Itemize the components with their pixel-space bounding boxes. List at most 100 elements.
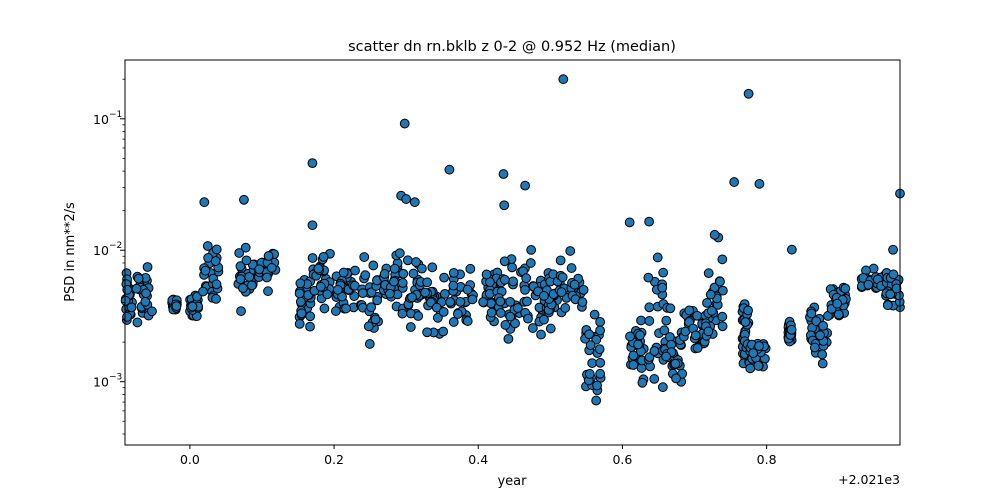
data-point bbox=[319, 303, 330, 314]
x-axis: 0.0 0.2 0.4 0.6 0.8 bbox=[180, 445, 777, 467]
data-point bbox=[670, 358, 681, 369]
data-point bbox=[397, 308, 408, 319]
x-tick-label: 0.4 bbox=[468, 452, 488, 467]
x-tick-label: 0.0 bbox=[180, 452, 200, 467]
data-point bbox=[885, 289, 896, 300]
data-point-outlier bbox=[401, 194, 412, 204]
x-axis-offset-label: +2.021e3 bbox=[838, 472, 900, 487]
data-point bbox=[417, 263, 427, 274]
data-point bbox=[754, 341, 764, 351]
data-point bbox=[505, 311, 516, 322]
data-point bbox=[448, 317, 459, 327]
data-point bbox=[147, 306, 157, 317]
data-point bbox=[545, 323, 556, 334]
data-point bbox=[263, 286, 273, 297]
data-point bbox=[394, 248, 405, 259]
data-point bbox=[305, 321, 315, 332]
data-point bbox=[891, 283, 902, 294]
data-point bbox=[743, 305, 753, 316]
data-point bbox=[652, 252, 663, 263]
data-point bbox=[295, 278, 306, 289]
data-point bbox=[389, 276, 399, 287]
data-point bbox=[122, 312, 132, 322]
data-point bbox=[422, 277, 433, 288]
data-point bbox=[595, 325, 605, 336]
data-point bbox=[507, 262, 517, 273]
data-point bbox=[405, 322, 416, 332]
data-point-outlier bbox=[307, 220, 318, 231]
data-point bbox=[705, 289, 716, 300]
data-point bbox=[398, 268, 409, 279]
data-point bbox=[818, 320, 829, 331]
data-point bbox=[338, 267, 349, 278]
data-point bbox=[495, 308, 506, 318]
x-tick-label: 0.6 bbox=[612, 452, 632, 467]
data-point bbox=[240, 242, 251, 253]
data-point bbox=[863, 279, 874, 290]
data-point bbox=[305, 311, 316, 322]
data-point bbox=[432, 312, 443, 323]
scatter-points bbox=[120, 74, 905, 406]
data-point bbox=[882, 300, 893, 311]
data-point bbox=[370, 314, 381, 325]
data-point bbox=[198, 286, 208, 297]
data-point bbox=[717, 321, 728, 332]
data-point bbox=[379, 269, 390, 279]
data-point bbox=[665, 303, 676, 314]
data-point bbox=[560, 303, 571, 313]
data-point bbox=[703, 326, 714, 337]
data-point bbox=[566, 263, 577, 273]
data-point bbox=[521, 273, 532, 284]
data-point bbox=[402, 255, 413, 266]
data-point bbox=[706, 306, 717, 316]
data-point bbox=[692, 343, 703, 353]
data-point bbox=[661, 351, 671, 362]
data-point bbox=[505, 296, 516, 307]
data-point bbox=[499, 256, 510, 267]
data-point bbox=[363, 321, 374, 332]
data-point bbox=[717, 285, 728, 296]
data-point bbox=[313, 263, 324, 274]
data-point bbox=[817, 358, 828, 369]
data-point-outlier bbox=[444, 164, 455, 175]
data-point-outlier bbox=[498, 169, 509, 179]
data-point bbox=[510, 318, 520, 329]
data-point bbox=[389, 263, 400, 274]
data-point bbox=[495, 296, 506, 307]
data-point bbox=[657, 282, 668, 293]
data-point bbox=[692, 310, 703, 321]
data-point bbox=[452, 309, 463, 319]
data-point bbox=[644, 302, 655, 313]
data-point bbox=[556, 287, 567, 298]
data-point bbox=[254, 264, 265, 275]
data-point bbox=[266, 263, 277, 273]
data-point bbox=[649, 346, 660, 356]
data-point bbox=[315, 281, 326, 292]
data-point bbox=[636, 315, 646, 326]
data-point bbox=[234, 248, 245, 258]
data-point bbox=[296, 308, 307, 319]
data-point bbox=[703, 268, 714, 279]
data-point bbox=[478, 297, 489, 307]
data-point bbox=[527, 323, 538, 333]
data-point-outlier bbox=[786, 244, 797, 255]
data-point bbox=[211, 294, 221, 304]
data-point bbox=[235, 274, 246, 285]
data-point bbox=[644, 316, 655, 326]
data-point bbox=[372, 295, 383, 306]
data-point bbox=[462, 316, 473, 326]
data-point bbox=[625, 331, 635, 342]
x-axis-label: year bbox=[497, 474, 527, 489]
data-point bbox=[740, 317, 751, 327]
x-tick-label: 0.8 bbox=[757, 452, 777, 467]
data-point-outlier bbox=[709, 229, 720, 240]
data-point bbox=[592, 380, 602, 391]
data-point bbox=[211, 244, 222, 255]
data-point bbox=[888, 269, 899, 280]
data-point bbox=[702, 297, 712, 308]
data-point bbox=[500, 320, 511, 330]
data-point bbox=[142, 262, 153, 272]
chart-title: scatter dn rn.bklb z 0-2 @ 0.952 Hz (med… bbox=[348, 39, 676, 55]
y-tick-label: 10 bbox=[93, 112, 109, 127]
data-point bbox=[525, 258, 536, 268]
